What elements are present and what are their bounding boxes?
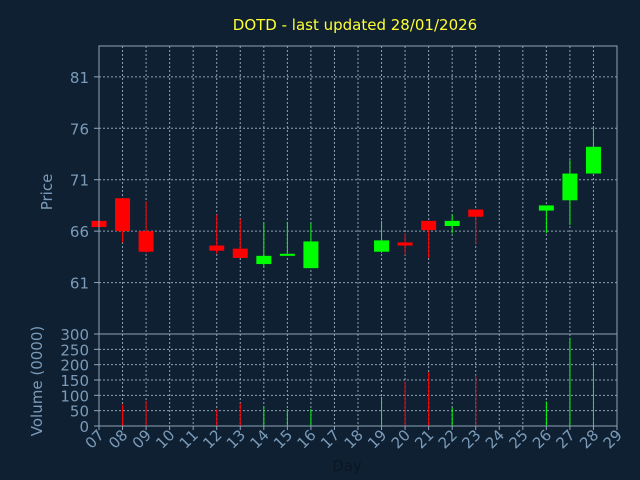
day-tick-label: 21 — [411, 426, 437, 452]
candle-body — [585, 146, 601, 174]
day-tick-label: 24 — [482, 426, 508, 452]
price-axis-label: Price — [38, 174, 56, 211]
day-tick-label: 14 — [246, 426, 272, 452]
day-tick-label: 13 — [223, 426, 249, 452]
candle-body — [115, 198, 131, 232]
day-tick-label: 25 — [505, 426, 531, 452]
candle-body — [374, 240, 390, 252]
chart-title: DOTD - last updated 28/01/2026 — [233, 16, 477, 34]
day-tick-label: 23 — [458, 426, 484, 452]
day-tick-label: 11 — [176, 426, 202, 452]
day-tick-label: 19 — [364, 426, 390, 452]
price-tick-label: 81 — [70, 69, 89, 87]
day-tick-label: 10 — [152, 426, 178, 452]
day-tick-label: 22 — [435, 426, 461, 452]
volume-tick-label: 300 — [60, 326, 89, 344]
volume-tick-label: 50 — [70, 403, 89, 421]
candle-body — [232, 248, 248, 258]
price-tick-label: 76 — [70, 120, 89, 138]
candle-body — [444, 220, 460, 226]
candle-body — [209, 245, 225, 251]
candle-body — [562, 173, 578, 201]
volume-tick-label: 100 — [60, 387, 89, 405]
candle-body — [138, 231, 154, 252]
day-tick-label: 09 — [129, 426, 155, 452]
candle-body — [538, 205, 554, 211]
day-tick-label: 08 — [105, 426, 131, 452]
day-tick-label: 17 — [317, 426, 343, 452]
day-tick-label: 26 — [529, 426, 555, 452]
candle-body — [468, 209, 484, 217]
candle-body — [256, 255, 272, 265]
volume-tick-label: 0 — [79, 418, 89, 436]
day-tick-label: 29 — [600, 426, 626, 452]
day-tick-label: 15 — [270, 426, 296, 452]
volume-tick-label: 150 — [60, 372, 89, 390]
price-tick-label: 66 — [70, 223, 89, 241]
price-tick-label: 61 — [70, 275, 89, 293]
day-tick-label: 28 — [576, 426, 602, 452]
volume-tick-label: 250 — [60, 341, 89, 359]
plot-layer: 6166717681050100150200250300070809101112… — [60, 45, 626, 452]
day-tick-label: 16 — [294, 426, 320, 452]
volume-axis-label: Volume (0000) — [28, 326, 46, 436]
price-tick-label: 71 — [70, 172, 89, 190]
volume-panel-frame — [98, 333, 618, 427]
day-tick-label: 20 — [388, 426, 414, 452]
day-tick-label: 12 — [199, 426, 225, 452]
candle-body — [303, 241, 319, 269]
candle-body — [421, 220, 437, 231]
candle-body — [397, 242, 413, 246]
day-tick-label: 18 — [341, 426, 367, 452]
day-axis-label: Day — [332, 457, 362, 475]
candle-body — [279, 253, 295, 256]
volume-tick-label: 200 — [60, 357, 89, 375]
day-tick-label: 27 — [553, 426, 579, 452]
